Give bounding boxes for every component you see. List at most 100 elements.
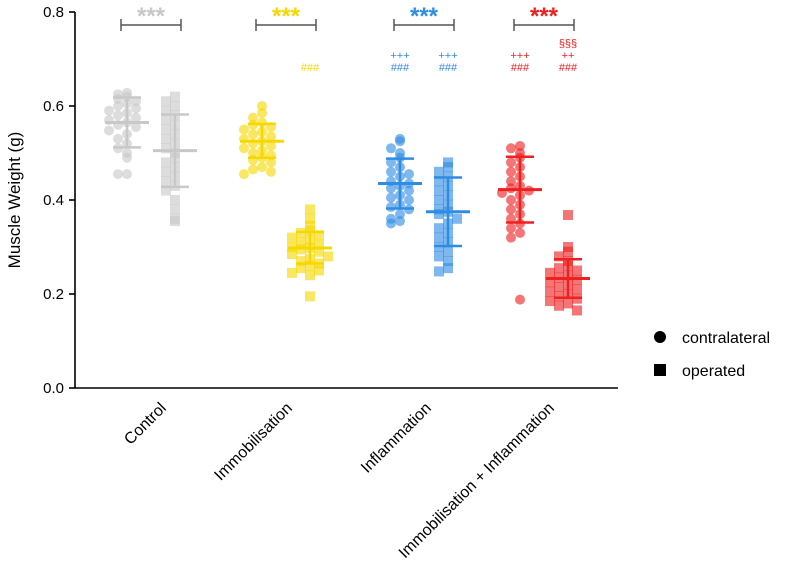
contralateral-point [131,122,141,133]
significance-symbol: ++ [562,50,575,62]
operated-point [434,185,444,196]
operated-point [296,237,306,248]
operated-point [572,284,582,295]
contralateral-point [113,110,123,121]
group-3: ***###+++###++§§§ [497,3,590,316]
legend: contralateral operated [654,330,770,380]
contralateral-point [113,169,123,180]
y-tick-label: 0.0 [43,380,64,397]
contralateral-point [122,169,132,180]
operated-point [305,213,315,224]
category-label: Control [121,400,169,448]
contralateral-point [506,213,516,224]
operated-point [161,166,171,177]
contralateral-point [506,204,516,215]
operated-point [314,239,324,250]
data-groups: *** ***###***###+++###+++***###+++###++§§… [104,3,590,316]
contralateral-point [386,218,396,229]
operated-point [161,96,171,107]
operated-point [305,204,315,215]
operated-point [554,263,564,274]
contralateral-point [248,129,258,140]
group-1: *** ### [239,3,333,302]
legend-square-marker [654,364,666,376]
contralateral-point [386,143,396,154]
operated-point [443,162,453,173]
significance-symbol: +++ [438,50,457,62]
contralateral-point [515,294,525,305]
contralateral-point [395,209,405,220]
operated-point [545,296,555,307]
operated-point [296,263,306,274]
contralateral-point [131,96,141,107]
contralateral-point [506,223,516,234]
operated-point [287,267,297,278]
operated-point [434,195,444,205]
contralateral-point [257,101,267,111]
significance-stars: *** [272,3,301,30]
contralateral-point [131,103,141,114]
operated-point [287,232,297,243]
contralateral-point [248,112,258,123]
significance-symbol: ### [559,62,578,74]
significance-stars: *** [410,3,439,30]
operated-point [572,265,582,276]
contralateral-point [386,202,396,213]
category-labels: Control Immobilisation InflammationImmobil… [121,400,557,562]
contralateral-point [386,183,396,194]
operated-point [305,291,315,302]
operated-point [170,204,180,215]
contralateral-point [395,136,405,147]
operated-point [554,281,564,292]
y-ticks: 0.0 0.2 0.4 0.6 0.8 [43,4,75,397]
operated-point [314,230,324,241]
operated-point [434,176,444,187]
significance-stars: *** [530,3,559,30]
operated-point [161,124,171,135]
operated-point [563,210,573,221]
legend-label-contralateral: contralateral [682,330,770,347]
significance-symbol: ### [511,62,530,74]
significance-symbol: +++ [390,50,409,62]
contralateral-point [239,143,249,154]
operated-point [545,267,555,278]
significance-symbol: ### [439,62,458,74]
operated-point [563,298,573,309]
operated-point [434,251,444,262]
contralateral-point [506,143,516,154]
operated-point [443,256,453,267]
contralateral-point [266,157,276,168]
operated-point [170,216,180,227]
contralateral-point [113,101,123,111]
operated-point [161,105,171,116]
contralateral-point [395,216,405,227]
contralateral-point [506,157,516,168]
contralateral-point [248,148,258,158]
contralateral-point [386,166,396,177]
operated-point [554,251,564,262]
contralateral-point [404,185,414,196]
contralateral-point [386,192,396,203]
contralateral-point [506,166,516,177]
operated-point [161,133,171,144]
operated-point [314,246,324,257]
category-label: Inflammation [358,400,435,477]
contralateral-point [515,227,525,238]
contralateral-point [239,169,249,180]
legend-label-operated: operated [682,363,745,380]
group-0: *** [104,3,197,227]
contralateral-point [113,133,123,144]
group-2: ***###+++###+++ [378,3,470,277]
operated-point [554,291,564,302]
contralateral-point [515,140,525,151]
operated-point [434,232,444,243]
legend-circle-marker [654,331,666,343]
operated-point [305,270,315,281]
operated-point [161,176,171,187]
contralateral-point [248,164,258,175]
category-label: Immobilisation [211,400,295,484]
operated-point [434,223,444,234]
significance-symbol: ### [391,62,410,74]
operated-point [545,277,555,288]
significance-stars: *** [137,3,166,30]
